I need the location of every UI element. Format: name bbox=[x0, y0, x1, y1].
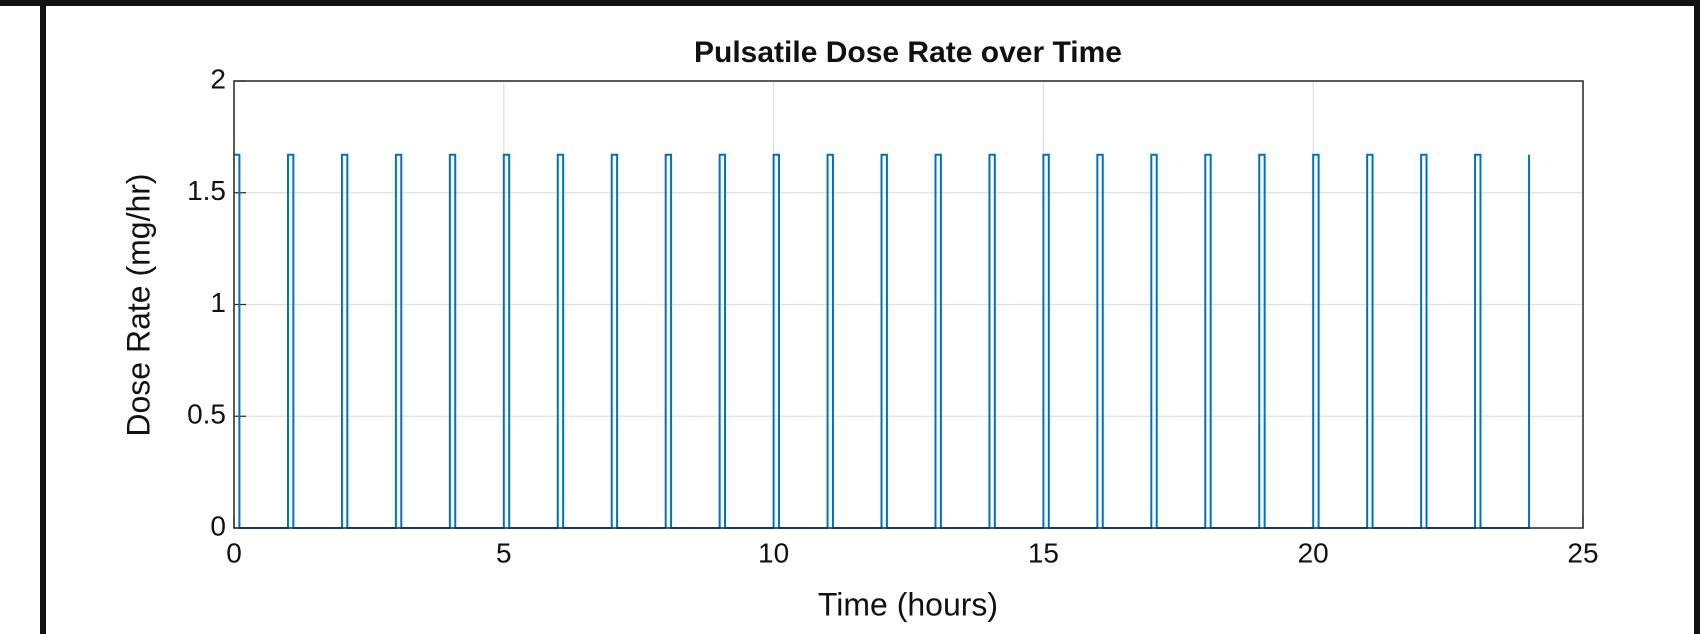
x-tick-label: 10 bbox=[758, 537, 789, 568]
data-line bbox=[234, 153, 1531, 529]
x-tick-label: 15 bbox=[1028, 537, 1059, 568]
x-tick-label: 20 bbox=[1298, 537, 1329, 568]
frame-left bbox=[40, 0, 46, 634]
axes-box bbox=[233, 80, 1584, 529]
y-tick-label: 2 bbox=[210, 63, 226, 94]
frame-right bbox=[1694, 0, 1700, 634]
y-tick-label: 0.5 bbox=[187, 399, 226, 430]
chart-title: Pulsatile Dose Rate over Time bbox=[694, 36, 1122, 69]
x-tick-label: 5 bbox=[496, 537, 512, 568]
x-tick-label: 0 bbox=[226, 537, 242, 568]
y-axis-label: Dose Rate (mg/hr) bbox=[120, 173, 156, 436]
y-tick-label: 0 bbox=[210, 510, 226, 541]
x-tick-label: 25 bbox=[1567, 537, 1598, 568]
y-tick-label: 1.5 bbox=[187, 175, 226, 206]
x-axis-label: Time (hours) bbox=[818, 586, 998, 622]
y-tick-label: 1 bbox=[210, 287, 226, 318]
frame-top bbox=[0, 0, 1700, 6]
